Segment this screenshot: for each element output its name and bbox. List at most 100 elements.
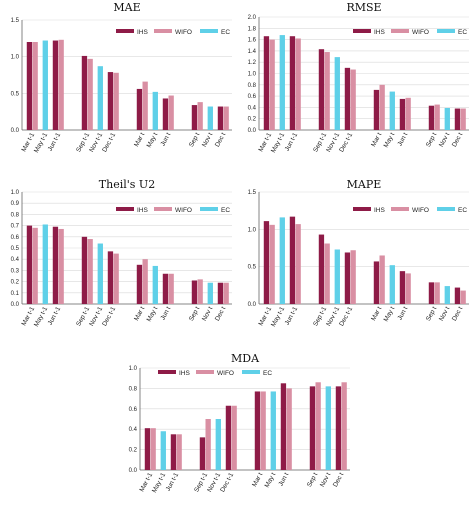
rmse-ytick-label: 1.4 (248, 49, 257, 55)
rmse-ytick-label: 0.8 (248, 83, 257, 89)
rmse-legend-label-ihs: IHS (374, 29, 386, 36)
mda-legend-label-ihs: IHS (179, 370, 191, 377)
rmse-xtick-label: Jun t (396, 131, 409, 147)
mae-xtick-label: Dec t (214, 131, 227, 148)
mda-legend-swatch-ec (242, 370, 260, 374)
mae-ytick-label: 1.0 (11, 55, 20, 61)
rmse-ytick-label: 0.2 (248, 117, 257, 123)
rmse-bar-ec-may-t (389, 91, 395, 130)
mape-bar-ec-may-t (389, 265, 395, 304)
mape-legend-label-ec: EC (458, 207, 467, 214)
mape-legend-swatch-wifo (391, 207, 409, 211)
theil-s-u2-bar-wifo-dec-t-1 (113, 253, 119, 304)
mape-xtick-label: Sep t (425, 305, 438, 322)
mae-bar-wifo-mar-t-1 (32, 42, 38, 130)
mae-ytick-label: 1.5 (11, 18, 20, 24)
mae-xtick-label: Mar t (133, 131, 146, 148)
mae-xtick-label: May t (146, 131, 160, 148)
theil-s-u2-bar-wifo-jun-t (168, 273, 174, 304)
mae-bar-ihs-mar-t (136, 88, 143, 130)
theil-s-u2-bar-wifo-mar-t (142, 259, 148, 304)
mda-bar-ec-may-t (270, 391, 276, 470)
mda-legend-label-ec: EC (263, 370, 272, 377)
mape-bar-ihs-jun-t (399, 271, 406, 304)
chart-theils-u2: Theil's U2 0.0 0.1 0.2 0.3 0.4 0.5 0.6 0.7 0.8 0.9… (0, 177, 237, 347)
theil-s-u2-bar-ec-nov-t-1 (97, 243, 103, 304)
mae-bar-ec-may-t-1 (42, 40, 48, 130)
rmse-bar-ihs-sep-t (428, 105, 435, 130)
rmse-xtick-label: May t (383, 131, 397, 148)
mda-xtick-label: Sep t (306, 471, 319, 488)
theil-s-u2-bar-ec-nov-t (207, 282, 213, 304)
mape-bar-wifo-mar-t (379, 255, 385, 304)
mda-xtick-label: Dec t (332, 471, 345, 488)
mda-bar-ihs-dec-t (335, 386, 342, 470)
mae-bar-wifo-sep-t (197, 102, 203, 130)
theil-s-u2-bar-ihs-dec-t (217, 282, 224, 304)
mape-bar-ihs-mar-t (373, 261, 380, 304)
mape-bar-ihs-jun-t-1 (289, 216, 296, 304)
mae-bar-wifo-jun-t (168, 95, 174, 130)
rmse-bar-wifo-jun-t-1 (295, 38, 301, 130)
theil-s-u2-bar-ihs-jun-t (162, 273, 169, 304)
chart-rmse-svg: RMSE 0.0 0.2 0.4 0.6 0.8 1.0 1.2 1.4 1.6 1.8 2.0 Mar… (248, 1, 469, 154)
mae-bar-ec-nov-t-1 (97, 66, 103, 130)
mape-legend-label-wifo: WIFO (412, 207, 429, 214)
theil-s-u2-legend-swatch-ihs (116, 207, 134, 211)
rmse-ytick-label: 0.0 (248, 128, 257, 134)
rmse-ytick-label: 1.8 (248, 26, 257, 32)
theil-s-u2-ytick-label: 1.0 (11, 190, 20, 196)
theil-s-u2-ytick-label: 0.6 (11, 235, 20, 241)
mda-bar-ec-may-t-1 (160, 431, 166, 470)
mda-bar-wifo-jun-t (286, 388, 292, 470)
rmse-xtick-label: Sep t (425, 131, 438, 148)
mape-bar-wifo-jun-t-1 (295, 224, 301, 304)
rmse-ytick-label: 2.0 (248, 15, 257, 21)
mae-bar-ihs-jun-t (162, 98, 169, 130)
rmse-bar-ihs-mar-t (373, 89, 380, 130)
mae-bar-wifo-sep-t-1 (87, 58, 93, 131)
rmse-bar-wifo-mar-t (379, 84, 385, 130)
theil-s-u2-bar-ec-may-t-1 (42, 224, 48, 304)
mae-bar-ec-nov-t (207, 106, 213, 130)
mae-bar-wifo-mar-t (142, 81, 148, 130)
rmse-bar-ec-nov-t (444, 107, 450, 130)
mape-ytick-label: 0.0 (248, 302, 257, 308)
mae-legend-label-ihs: IHS (137, 29, 149, 36)
mae-bar-ihs-mar-t-1 (26, 42, 33, 130)
mape-bar-ihs-dec-t-1 (344, 252, 351, 304)
mae-bar-wifo-jun-t-1 (58, 39, 64, 130)
theil-s-u2-legend-swatch-ec (200, 207, 218, 211)
theil-s-u2-legend-label-ec: EC (221, 207, 230, 214)
mape-legend-swatch-ec (437, 207, 455, 211)
mda-xtick-label: Mar t (251, 471, 264, 488)
rmse-bar-wifo-jun-t (405, 97, 411, 130)
rmse-bar-wifo-sep-t (434, 104, 440, 130)
mae-title: MAE (113, 1, 140, 14)
theil-s-u2-bar-ihs-mar-t (136, 264, 143, 304)
mae-bar-ec-may-t (152, 91, 158, 130)
mape-bar-wifo-sep-t-1 (324, 243, 330, 304)
rmse-bar-ihs-jun-t (399, 98, 406, 130)
theil-s-u2-ytick-label: 0.3 (11, 268, 20, 274)
mda-xtick-label: Jun t (277, 471, 290, 487)
theil-s-u2-ytick-label: 0.5 (11, 246, 20, 252)
mae-bar-ihs-sep-t (191, 105, 198, 130)
mda-bar-ihs-dec-t-1 (225, 405, 232, 470)
rmse-legend-label-ec: EC (458, 29, 467, 36)
mda-legend-swatch-wifo (196, 370, 214, 374)
mda-ytick-label: 0.4 (129, 427, 138, 433)
chart-mape: MAPE 0.0 0.5 1.0 1.5 Mar t-1 May t-1 Jun t-1 Sep… (237, 177, 474, 347)
rmse-title: RMSE (346, 1, 381, 14)
theil-s-u2-bar-ihs-sep-t-1 (81, 236, 88, 304)
theil-s-u2-ytick-label: 0.1 (11, 291, 20, 297)
rmse-ytick-label: 1.2 (248, 60, 257, 66)
mape-ytick-label: 1.0 (248, 227, 257, 233)
theil-s-u2-xtick-label: Dec t (214, 305, 227, 322)
rmse-bar-ihs-mar-t-1 (263, 36, 270, 130)
mda-legend-label-wifo: WIFO (217, 370, 234, 377)
rmse-legend-swatch-ec (437, 29, 455, 33)
rmse-ytick-label: 1.0 (248, 72, 257, 78)
